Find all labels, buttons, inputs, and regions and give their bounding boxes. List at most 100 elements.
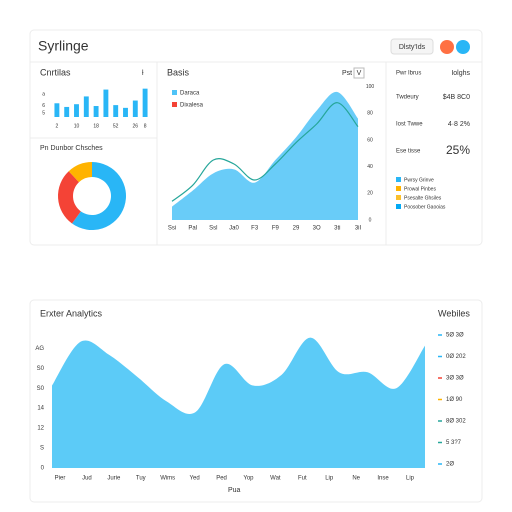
y-tick-label: S0 bbox=[37, 366, 45, 372]
toolbar-item[interactable]: Pst bbox=[342, 70, 352, 77]
list-value: 5 3?7 bbox=[446, 440, 462, 446]
y-tick-label: a bbox=[42, 91, 45, 97]
x-tick-label: 52 bbox=[113, 123, 119, 129]
x-tick-label: 10 bbox=[74, 123, 80, 129]
x-tick-label: Wat bbox=[270, 476, 281, 482]
bar bbox=[74, 104, 79, 117]
y-tick-label: 100 bbox=[366, 84, 375, 90]
x-tick-label: 29 bbox=[293, 226, 300, 232]
y-tick-label: 40 bbox=[367, 164, 373, 170]
x-tick-label: 2 bbox=[56, 123, 59, 129]
x-tick-label: Wims bbox=[160, 476, 175, 482]
panel-title: Pn Dunbor Chsches bbox=[40, 145, 103, 152]
stat-label: Ese tisse bbox=[396, 149, 421, 155]
x-tick-label: 26 bbox=[133, 123, 139, 129]
panel-title: Basis bbox=[167, 67, 190, 77]
legend-swatch bbox=[396, 177, 401, 182]
panel-title: Webiles bbox=[438, 308, 470, 318]
x-tick-label: Pier bbox=[55, 476, 66, 482]
x-tick-label: Inse bbox=[377, 476, 389, 482]
bar bbox=[83, 96, 89, 117]
stat-value: 25% bbox=[446, 143, 470, 157]
legend-label: Pwrsy Grinve bbox=[404, 177, 434, 183]
x-tick-label: Ne bbox=[352, 476, 360, 482]
bar bbox=[54, 103, 60, 117]
stat-value: 4·8 2% bbox=[448, 121, 470, 128]
stat-label: Pwr Ibrus bbox=[396, 71, 421, 77]
panel-title: Cnrtilas bbox=[40, 67, 71, 77]
x-tick-label: 3O bbox=[313, 226, 321, 232]
legend-swatch bbox=[396, 195, 401, 200]
y-tick-label: 5 bbox=[42, 111, 45, 117]
x-tick-label: F9 bbox=[272, 226, 280, 232]
stat-value: $4B 8C0 bbox=[443, 94, 470, 101]
bar bbox=[142, 88, 148, 117]
button[interactable] bbox=[390, 38, 434, 55]
list-value: 1Ø 90 bbox=[446, 397, 463, 403]
area bbox=[172, 91, 358, 220]
legend-label: Poosober Gaooias bbox=[404, 204, 446, 210]
y-tick-label: AG bbox=[35, 346, 44, 352]
panel-title: Erxter Analytics bbox=[40, 308, 103, 318]
bar bbox=[132, 100, 138, 117]
y-tick-label: S bbox=[40, 446, 44, 452]
bar bbox=[93, 106, 99, 117]
legend-label: Dixalesa bbox=[180, 103, 204, 109]
legend-swatch bbox=[172, 102, 177, 107]
x-tick-label: Ja0 bbox=[229, 226, 239, 232]
y-tick-label: 14 bbox=[37, 406, 44, 412]
stat-label: Iost Twwe bbox=[396, 122, 423, 128]
x-tick-label: Ped bbox=[216, 476, 227, 482]
toolbar-box[interactable] bbox=[353, 67, 365, 79]
avatar[interactable] bbox=[440, 40, 454, 54]
x-tick-label: Fut bbox=[298, 476, 307, 482]
x-tick-label: Jurie bbox=[107, 476, 121, 482]
x-tick-label: 3iI bbox=[355, 226, 362, 232]
stat-value: Iolghs bbox=[451, 70, 470, 77]
bar bbox=[123, 107, 128, 117]
toolbar-item[interactable]: V bbox=[357, 70, 362, 77]
x-tick-label: Yop bbox=[243, 476, 254, 482]
x-tick-label: 18 bbox=[93, 123, 99, 129]
x-tick-label: Tuy bbox=[136, 476, 146, 482]
line bbox=[171, 102, 359, 202]
y-tick-label: S0 bbox=[37, 386, 45, 392]
avatar[interactable] bbox=[456, 40, 470, 54]
stat-label: Twdeury bbox=[396, 95, 419, 101]
area bbox=[52, 337, 425, 468]
bar bbox=[64, 106, 70, 117]
legend-label: Psesalte Ghsiles bbox=[404, 195, 442, 201]
x-tick-label: Ssi bbox=[168, 226, 176, 232]
x-tick-label: Jud bbox=[82, 476, 92, 482]
list-value: 2Ø bbox=[446, 462, 454, 468]
legend-label: Daraca bbox=[180, 91, 200, 97]
x-tick-label: 3ti bbox=[334, 226, 340, 232]
y-tick-label: 0 bbox=[369, 217, 372, 223]
y-tick-label: 60 bbox=[367, 137, 373, 143]
x-tick-label: F3 bbox=[251, 226, 259, 232]
legend-swatch bbox=[172, 90, 177, 95]
y-tick-label: 0 bbox=[41, 466, 45, 472]
donut-slice bbox=[72, 162, 127, 230]
x-tick-label: Yed bbox=[190, 476, 200, 482]
app-title: Syrlinge bbox=[38, 38, 89, 54]
donut-slice bbox=[58, 171, 81, 224]
legend-swatch bbox=[396, 204, 401, 209]
x-tick-label: Pal bbox=[188, 226, 197, 232]
list-value: 0Ø 202 bbox=[446, 354, 466, 360]
bar bbox=[113, 105, 119, 117]
list-value: 8Ø 302 bbox=[446, 419, 466, 425]
panel-icon: ƚ bbox=[142, 70, 144, 77]
y-tick-label: 80 bbox=[367, 111, 373, 117]
y-tick-label: 12 bbox=[37, 426, 44, 432]
legend-swatch bbox=[396, 186, 401, 191]
x-axis-title: Pua bbox=[228, 487, 241, 494]
button-label[interactable]: Dlsty'Ids bbox=[399, 44, 426, 51]
y-tick-label: 6 bbox=[42, 103, 45, 109]
x-tick-label: 8 bbox=[144, 123, 147, 129]
list-value: 5Ø 3Ø bbox=[446, 333, 464, 339]
y-tick-label: 20 bbox=[367, 191, 373, 197]
legend-label: Prowal Pinbes bbox=[404, 186, 436, 192]
donut-slice bbox=[68, 162, 92, 183]
